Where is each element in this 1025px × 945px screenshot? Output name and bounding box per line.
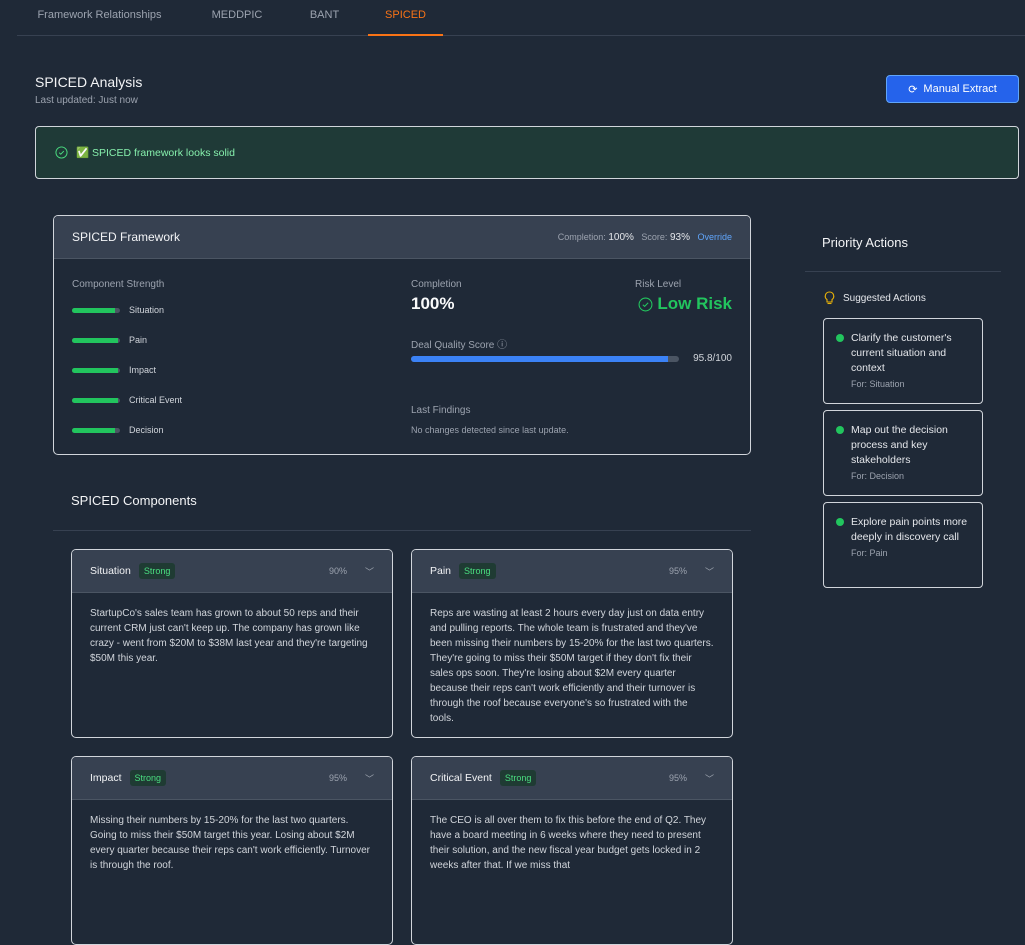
component-header[interactable]: Critical Event Strong 95% ﹀	[412, 757, 732, 800]
check-circle-icon	[55, 146, 68, 159]
strength-bar	[72, 397, 120, 403]
component-percent: 90%	[328, 566, 347, 576]
card-title: SPICED Framework	[72, 230, 181, 244]
strength-row: Decision	[72, 425, 164, 435]
manual-extract-label: Manual Extract	[923, 83, 997, 95]
last-findings-title: Last Findings	[411, 405, 471, 416]
component-header[interactable]: Pain Strong 95% ﹀	[412, 550, 732, 593]
completion-label: Completion:	[557, 231, 606, 242]
component-card: Impact Strong 95% ﹀ Missing their numbers by…	[71, 756, 393, 945]
component-card: Situation Strong 90% ﹀ StartupCo's sales tea…	[71, 549, 393, 738]
check-circle-icon	[638, 297, 653, 311]
deal-quality-label: Deal Quality Score ⓘ	[411, 340, 508, 351]
component-percent: 95%	[328, 773, 347, 783]
component-name: Impact	[90, 772, 122, 784]
info-icon[interactable]: ⓘ	[497, 340, 508, 351]
component-header[interactable]: Impact Strong 95% ﹀	[72, 757, 392, 800]
component-name: Critical Event	[430, 772, 492, 784]
tab-meddpic[interactable]: MEDDPIC	[211, 9, 263, 21]
status-dot	[836, 518, 844, 526]
component-header[interactable]: Situation Strong 90% ﹀	[72, 550, 392, 593]
strength-row: Critical Event	[72, 395, 182, 405]
priority-actions-title: Priority Actions	[822, 235, 908, 250]
risk-level: Low Risk	[638, 294, 732, 314]
chevron-down-icon[interactable]: ﹀	[364, 773, 374, 784]
component-text: StartupCo's sales team has grown to abou…	[90, 608, 368, 664]
chevron-down-icon[interactable]: ﹀	[704, 773, 714, 784]
component-percent: 95%	[668, 566, 687, 576]
action-text: Explore pain points more deeply in disco…	[851, 516, 968, 543]
action-text: Map out the decision process and key sta…	[851, 424, 948, 466]
spiced-framework-card: SPICED Framework Completion: 100% Score:…	[53, 215, 751, 455]
action-card[interactable]: Explore pain points more deeply in disco…	[823, 502, 983, 588]
suggested-actions-header: Suggested Actions	[823, 291, 926, 306]
tab-framework-relationships[interactable]: Framework Relationships	[37, 9, 162, 21]
component-strength-label: Component Strength	[72, 279, 165, 290]
deal-quality-bar	[411, 356, 679, 362]
action-for: For: Decision	[851, 471, 905, 481]
strength-label: Decision	[129, 425, 164, 435]
risk-value: Low Risk	[657, 294, 732, 313]
status-dot	[836, 334, 844, 342]
banner-text: SPICED framework looks solid	[92, 147, 235, 159]
component-card: Critical Event Strong 95% ﹀ The CEO is all o…	[411, 756, 733, 945]
completion-value: 100%	[608, 231, 634, 243]
suggested-actions-label: Suggested Actions	[843, 293, 926, 304]
action-for: For: Pain	[851, 548, 888, 558]
score-label: Score:	[641, 231, 668, 242]
last-findings-text: No changes detected since last update.	[411, 425, 569, 435]
status-dot	[836, 426, 844, 434]
strength-bar	[72, 307, 120, 313]
component-name: Pain	[430, 565, 452, 577]
component-text: Missing their numbers by 15-20% for the …	[90, 815, 371, 871]
component-card: Pain Strong 95% ﹀ Reps are wasting at least …	[411, 549, 733, 738]
page-title: SPICED Analysis	[35, 74, 143, 90]
action-text: Clarify the customer's current situation…	[851, 332, 952, 374]
strength-row: Pain	[72, 335, 147, 345]
manual-extract-button[interactable]: ⟳ Manual Extract	[886, 75, 1019, 103]
strength-label: Impact	[129, 365, 157, 375]
completion-title: Completion	[411, 279, 462, 290]
refresh-icon: ⟳	[908, 83, 918, 96]
status-banner: ✅ SPICED framework looks solid	[35, 126, 1019, 179]
strength-label: Critical Event	[129, 395, 183, 405]
chevron-down-icon[interactable]: ﹀	[704, 566, 714, 577]
strength-label: Situation	[129, 305, 165, 315]
completion-big: 100%	[411, 294, 455, 313]
override-link[interactable]: Override	[697, 231, 732, 242]
score-value: 93%	[669, 231, 690, 243]
status-badge: Strong	[459, 563, 496, 579]
strength-bar	[72, 427, 120, 433]
strength-bar	[72, 367, 120, 373]
chevron-down-icon[interactable]: ﹀	[364, 566, 374, 577]
component-percent: 95%	[668, 773, 687, 783]
deal-quality-value: 95.8/100	[693, 353, 732, 364]
component-text: The CEO is all over them to fix this bef…	[430, 815, 707, 871]
status-badge: Strong	[138, 563, 176, 579]
component-name: Situation	[90, 565, 131, 577]
action-card[interactable]: Map out the decision process and key sta…	[823, 410, 983, 496]
last-updated: Last updated: Just now	[35, 95, 138, 106]
status-badge: Strong	[499, 770, 537, 786]
divider	[805, 271, 1001, 272]
risk-title: Risk Level	[635, 279, 682, 290]
lightbulb-icon	[824, 291, 835, 305]
action-for: For: Situation	[851, 379, 905, 389]
tab-spiced[interactable]: SPICED	[368, 0, 443, 36]
components-title: SPICED Components	[71, 493, 197, 508]
strength-label: Pain	[129, 335, 148, 345]
divider	[53, 530, 751, 531]
strength-row: Impact	[72, 365, 156, 375]
strength-bar	[72, 337, 120, 343]
tab-bar: Framework Relationships MEDDPIC BANT SPI…	[17, 0, 1025, 36]
check-emoji: ✅	[76, 147, 90, 159]
tab-bant[interactable]: BANT	[309, 9, 340, 21]
strength-row: Situation	[72, 305, 164, 315]
component-text: Reps are wasting at least 2 hours every …	[430, 608, 714, 724]
status-badge: Strong	[129, 770, 167, 786]
action-card[interactable]: Clarify the customer's current situation…	[823, 318, 983, 404]
